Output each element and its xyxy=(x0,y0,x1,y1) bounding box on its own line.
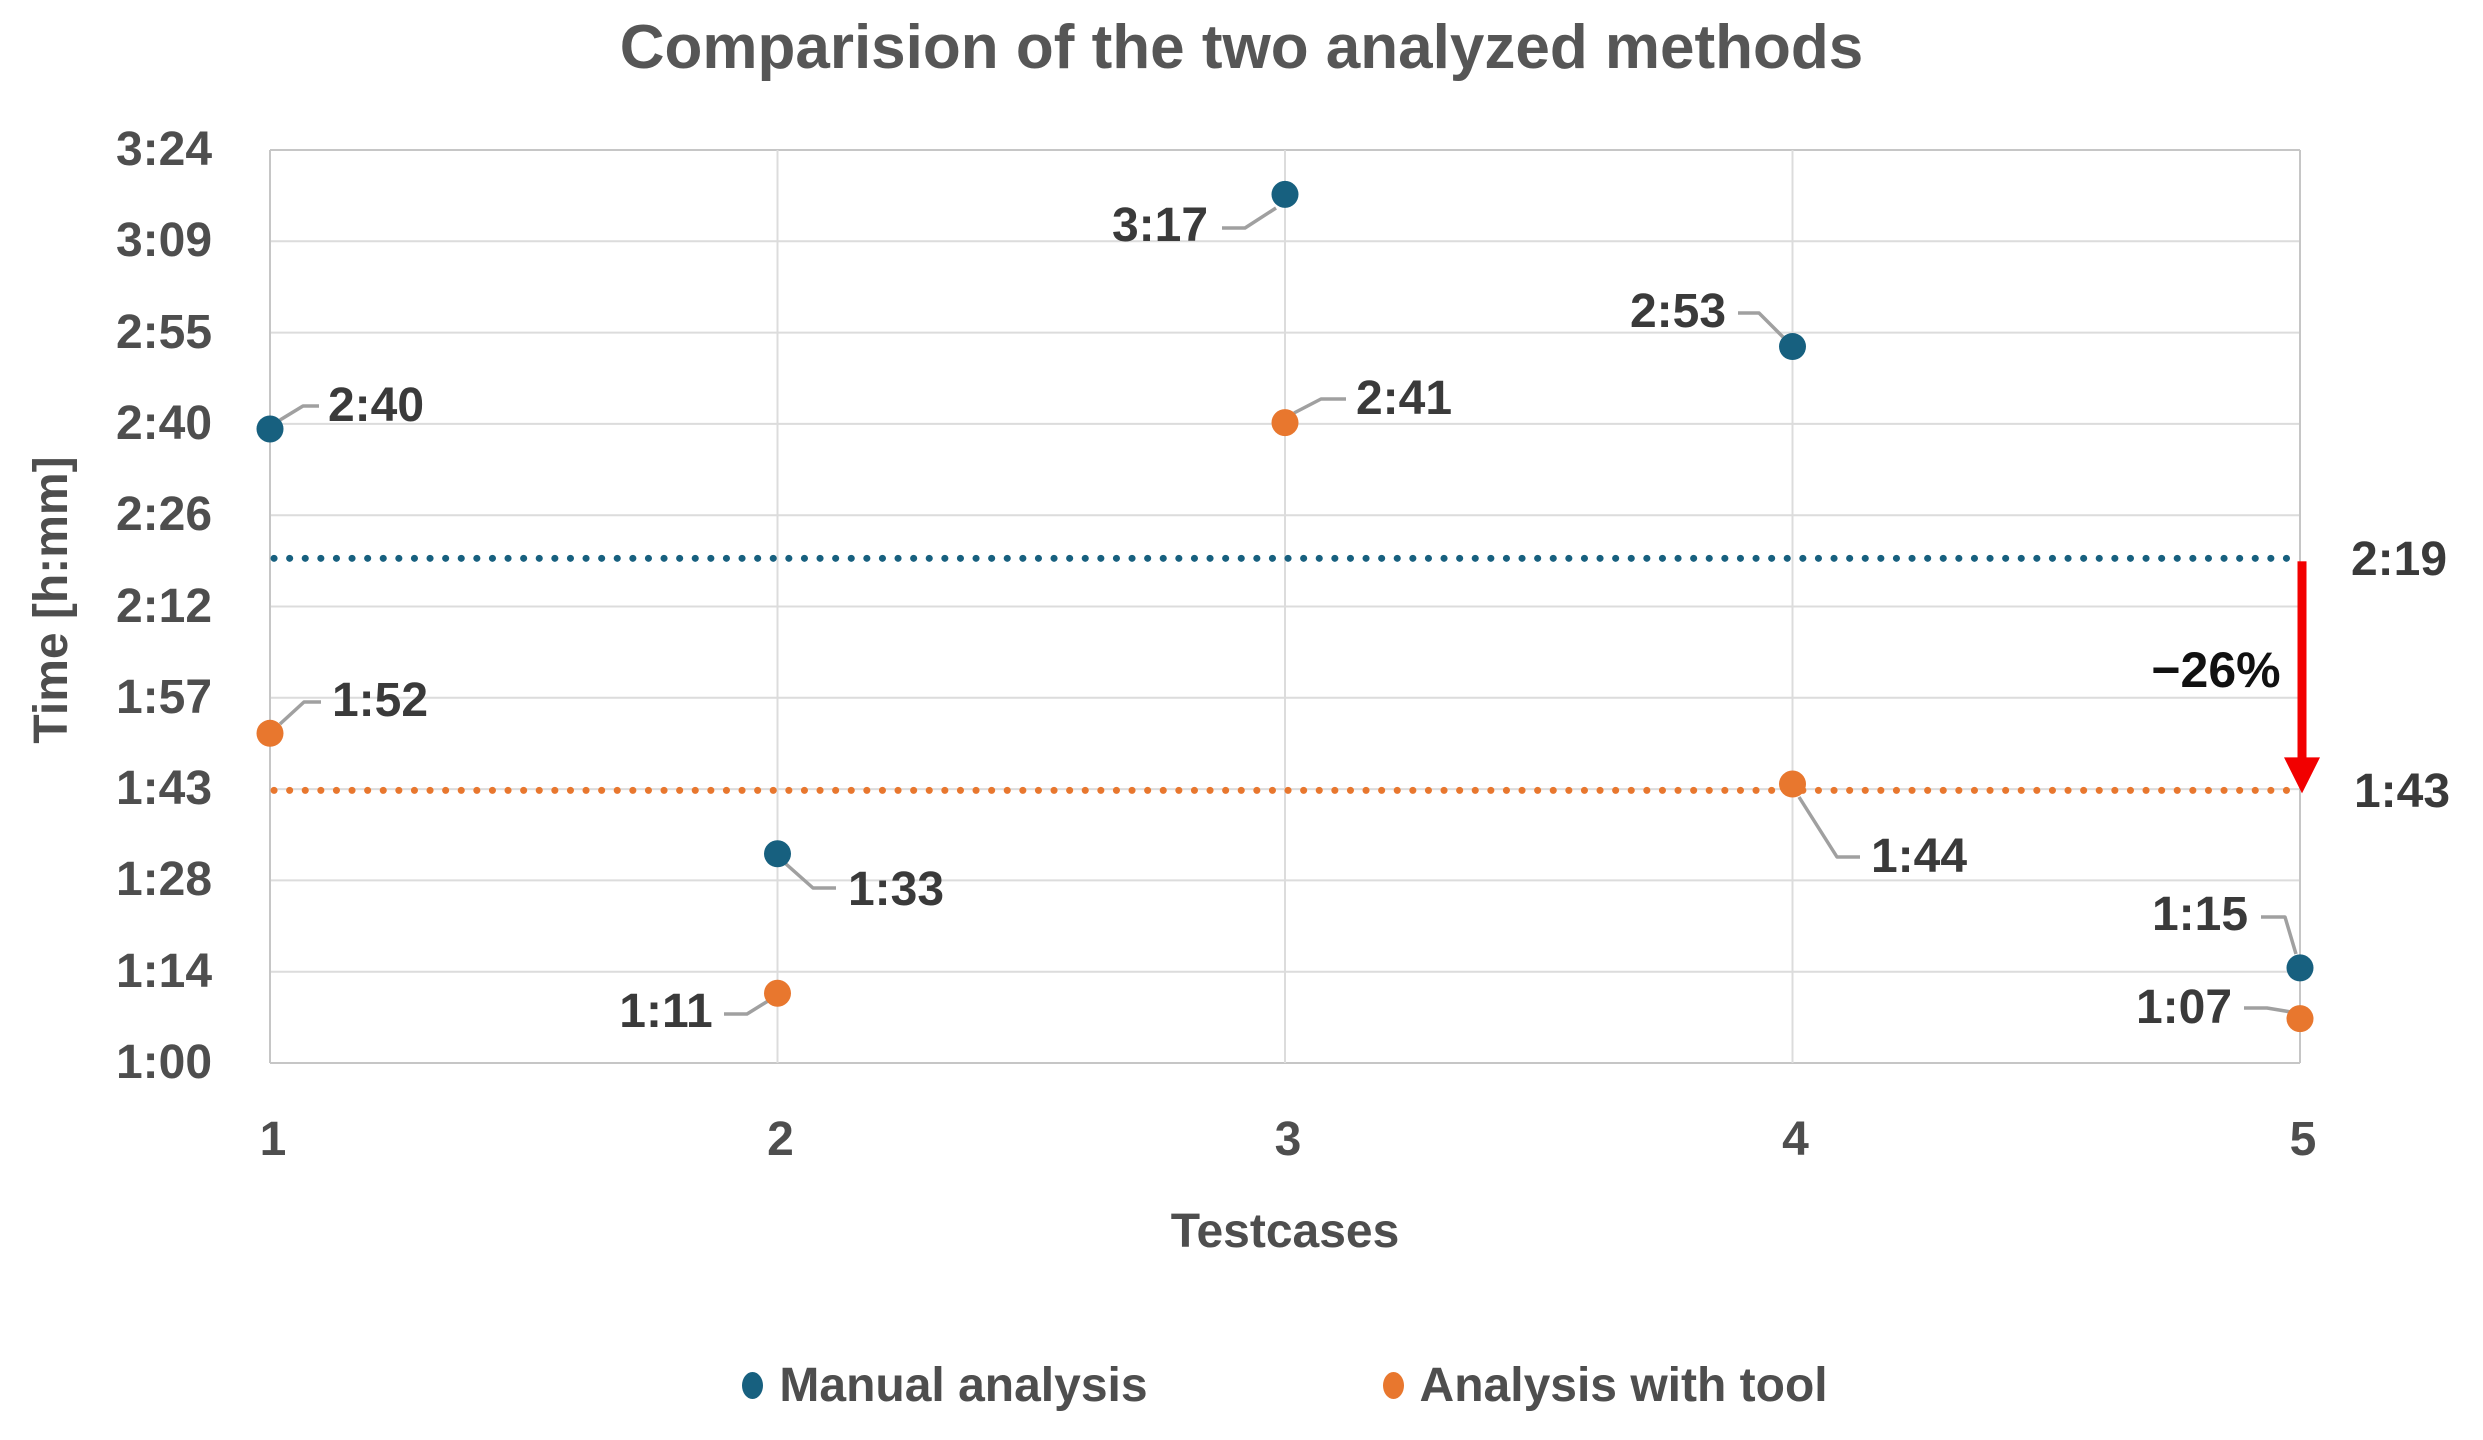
data-label-tool-tc5: 1:07 xyxy=(2135,981,2233,1034)
data-label-tool-tc1: 1:52 xyxy=(331,674,429,727)
mean-label-manual: 2:19 xyxy=(2350,533,2448,587)
legend-label-analysis-with-tool: Analysis with tool xyxy=(1419,1358,1828,1412)
data-label-tool-tc3: 2:41 xyxy=(1355,372,1453,425)
data-point-tool-tc1 xyxy=(256,719,284,747)
y-tick-label: 2:55 xyxy=(115,305,213,359)
data-label-manual-tc2: 1:33 xyxy=(847,863,945,916)
data-point-manual-tc3 xyxy=(1271,180,1299,208)
data-point-tool-tc3 xyxy=(1271,409,1299,437)
y-tick-label: 1:14 xyxy=(115,944,213,998)
data-point-manual-tc2 xyxy=(764,840,791,868)
data-label-leader-line xyxy=(278,700,321,726)
y-tick-label: 1:57 xyxy=(115,670,213,724)
legend: Manual analysis Analysis with tool xyxy=(270,1352,2300,1418)
y-tick-label: 1:28 xyxy=(115,853,213,907)
data-point-manual-tc5 xyxy=(2286,954,2314,982)
y-axis-title: Time [h:mm] xyxy=(25,456,78,744)
data-point-tool-tc2 xyxy=(764,979,791,1007)
data-label-leader-line xyxy=(784,862,836,890)
x-tick-label: 1 xyxy=(259,1113,287,1166)
legend-label-manual-analysis: Manual analysis xyxy=(779,1358,1148,1412)
reduction-arrow-shaft xyxy=(2297,561,2307,762)
data-label-leader-line xyxy=(2261,915,2298,955)
data-label-manual-tc1: 2:40 xyxy=(327,379,425,432)
data-point-tool-tc4 xyxy=(1779,770,1806,798)
data-point-tool-tc5 xyxy=(2286,1005,2314,1033)
delta-label: −26% xyxy=(2151,642,2281,698)
chart-title: Comparision of the two analyzed methods xyxy=(619,13,1864,82)
data-point-manual-tc1 xyxy=(256,415,284,443)
y-tick-label: 3:09 xyxy=(115,214,213,268)
data-label-manual-tc5: 1:15 xyxy=(2151,888,2249,941)
data-label-leader-line xyxy=(1738,311,1785,339)
y-tick-label: 1:43 xyxy=(115,762,213,816)
data-label-leader-line xyxy=(1797,796,1860,859)
mean-label-tool: 1:43 xyxy=(2353,765,2451,819)
x-tick-label: 5 xyxy=(2289,1113,2317,1166)
data-label-tool-tc4: 1:44 xyxy=(1870,830,1968,883)
y-tick-label: 2:12 xyxy=(115,579,213,633)
data-label-tool-tc2: 1:11 xyxy=(619,985,713,1038)
y-tick-label: 3:24 xyxy=(115,123,213,176)
data-label-leader-line xyxy=(1293,397,1346,415)
x-tick-label: 3 xyxy=(1274,1113,1302,1166)
y-tick-label: 2:26 xyxy=(115,488,213,542)
data-point-manual-tc4 xyxy=(1779,333,1806,361)
y-tick-label: 1:00 xyxy=(115,1036,213,1089)
x-axis-title: Testcases xyxy=(1170,1205,1400,1258)
data-label-leader-line xyxy=(2244,1006,2292,1014)
legend-item-manual-analysis: Manual analysis xyxy=(742,1358,1148,1413)
x-tick-label: 4 xyxy=(1782,1113,1809,1166)
data-label-manual-tc4: 2:53 xyxy=(1629,285,1727,338)
y-tick-label: 2:40 xyxy=(115,396,213,450)
data-label-leader-line xyxy=(279,404,319,422)
reduction-arrow-head xyxy=(2284,757,2320,794)
legend-marker-manual-analysis-icon xyxy=(742,1371,764,1399)
legend-item-analysis-with-tool: Analysis with tool xyxy=(1382,1358,1828,1413)
data-label-leader-line xyxy=(724,999,769,1016)
data-label-manual-tc3: 3:17 xyxy=(1111,199,1209,252)
legend-marker-analysis-with-tool-icon xyxy=(1382,1371,1404,1399)
data-label-leader-line xyxy=(1222,206,1277,230)
x-tick-label: 2 xyxy=(767,1113,794,1166)
